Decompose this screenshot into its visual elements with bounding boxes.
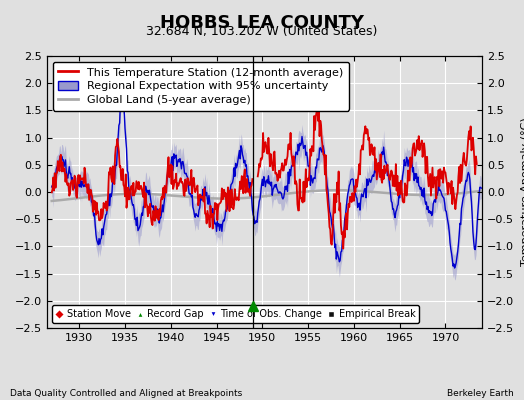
Text: HOBBS LEA COUNTY: HOBBS LEA COUNTY — [160, 14, 364, 32]
Text: Data Quality Controlled and Aligned at Breakpoints: Data Quality Controlled and Aligned at B… — [10, 389, 243, 398]
Legend: Station Move, Record Gap, Time of Obs. Change, Empirical Break: Station Move, Record Gap, Time of Obs. C… — [52, 305, 419, 323]
Text: Berkeley Earth: Berkeley Earth — [447, 389, 514, 398]
Text: 32.684 N, 103.202 W (United States): 32.684 N, 103.202 W (United States) — [146, 25, 378, 38]
Y-axis label: Temperature Anomaly (°C): Temperature Anomaly (°C) — [521, 118, 524, 266]
